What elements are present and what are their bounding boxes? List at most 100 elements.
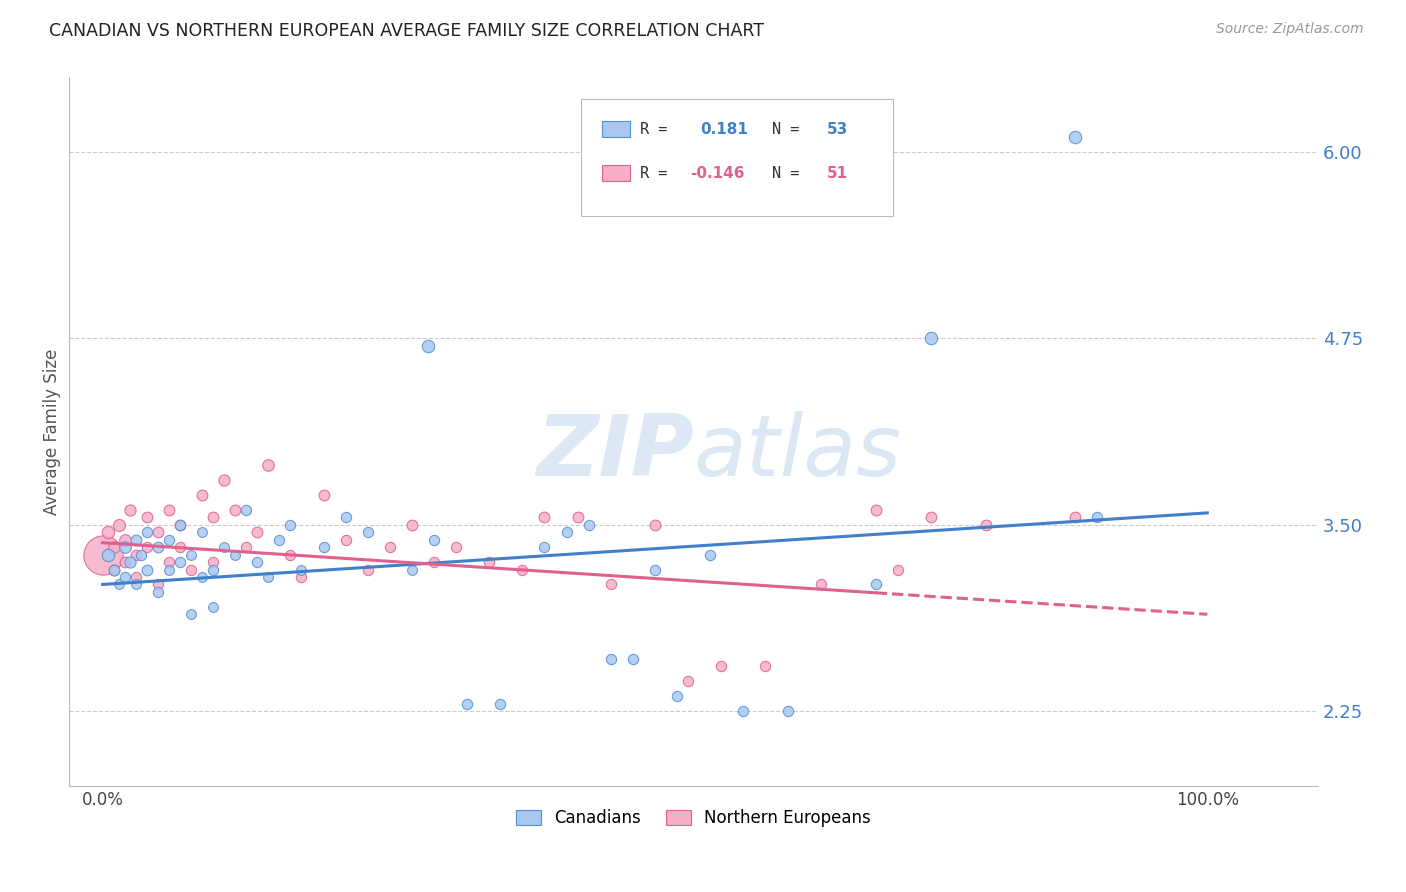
Text: N =: N =: [772, 121, 800, 136]
FancyBboxPatch shape: [603, 165, 630, 181]
Point: [666, 690, 689, 704]
Point: [1063, 130, 1085, 145]
Text: 0.181: 0.181: [700, 121, 748, 136]
Point: [335, 533, 357, 547]
Point: [699, 548, 721, 562]
Point: [125, 533, 148, 547]
Point: [125, 577, 148, 591]
Point: [103, 563, 125, 577]
Point: [401, 563, 423, 577]
Point: [401, 517, 423, 532]
Point: [224, 503, 246, 517]
Point: [157, 555, 180, 569]
Point: [423, 533, 446, 547]
Point: [108, 517, 131, 532]
Point: [489, 697, 512, 711]
Text: CANADIAN VS NORTHERN EUROPEAN AVERAGE FAMILY SIZE CORRELATION CHART: CANADIAN VS NORTHERN EUROPEAN AVERAGE FA…: [49, 22, 765, 40]
Text: -0.146: -0.146: [690, 166, 744, 180]
Text: Source: ZipAtlas.com: Source: ZipAtlas.com: [1216, 22, 1364, 37]
FancyBboxPatch shape: [581, 99, 893, 216]
Legend: Canadians, Northern Europeans: Canadians, Northern Europeans: [509, 803, 877, 834]
Point: [91, 548, 114, 562]
Point: [1085, 510, 1108, 524]
Point: [146, 525, 169, 540]
Point: [180, 548, 202, 562]
Point: [478, 555, 501, 569]
Point: [676, 674, 699, 689]
Point: [357, 563, 380, 577]
Point: [180, 607, 202, 622]
Text: 53: 53: [827, 121, 848, 136]
Point: [97, 525, 120, 540]
Point: [280, 517, 302, 532]
Point: [191, 525, 214, 540]
Point: [533, 540, 555, 554]
Point: [710, 659, 733, 673]
Point: [1063, 510, 1085, 524]
Point: [290, 563, 312, 577]
Text: 51: 51: [827, 166, 848, 180]
Point: [212, 473, 235, 487]
Point: [114, 540, 136, 554]
Point: [378, 540, 401, 554]
Point: [776, 704, 799, 718]
Text: R =: R =: [640, 121, 668, 136]
Point: [887, 563, 910, 577]
Point: [125, 548, 148, 562]
Text: N =: N =: [772, 166, 800, 180]
Point: [103, 563, 125, 577]
Point: [114, 533, 136, 547]
Point: [235, 540, 257, 554]
Point: [169, 517, 191, 532]
Point: [357, 525, 380, 540]
Point: [191, 488, 214, 502]
Point: [125, 570, 148, 584]
Point: [599, 652, 621, 666]
FancyBboxPatch shape: [603, 121, 630, 137]
Point: [599, 577, 621, 591]
Point: [754, 659, 776, 673]
Text: R =: R =: [640, 166, 668, 180]
Point: [202, 510, 225, 524]
Point: [157, 563, 180, 577]
Point: [423, 555, 446, 569]
Point: [920, 331, 942, 345]
Point: [146, 585, 169, 599]
Point: [120, 503, 142, 517]
Point: [512, 563, 534, 577]
Point: [312, 488, 335, 502]
Point: [555, 525, 578, 540]
Point: [202, 599, 225, 614]
Point: [810, 577, 832, 591]
Point: [180, 563, 202, 577]
Point: [157, 533, 180, 547]
Point: [976, 517, 998, 532]
Point: [202, 555, 225, 569]
Point: [456, 697, 478, 711]
Point: [733, 704, 755, 718]
Point: [129, 548, 152, 562]
Point: [290, 570, 312, 584]
Point: [644, 517, 666, 532]
Point: [135, 510, 157, 524]
Point: [202, 563, 225, 577]
Point: [312, 540, 335, 554]
Point: [135, 563, 157, 577]
Point: [246, 555, 269, 569]
Point: [169, 517, 191, 532]
Text: ZIP: ZIP: [536, 411, 693, 494]
Point: [865, 577, 887, 591]
Point: [335, 510, 357, 524]
Point: [120, 555, 142, 569]
Point: [644, 563, 666, 577]
Y-axis label: Average Family Size: Average Family Size: [44, 349, 60, 515]
Point: [257, 458, 280, 472]
Text: atlas: atlas: [693, 411, 901, 494]
Point: [114, 570, 136, 584]
Point: [920, 510, 942, 524]
Point: [146, 540, 169, 554]
Point: [578, 517, 600, 532]
Point: [135, 540, 157, 554]
Point: [169, 540, 191, 554]
Point: [280, 548, 302, 562]
